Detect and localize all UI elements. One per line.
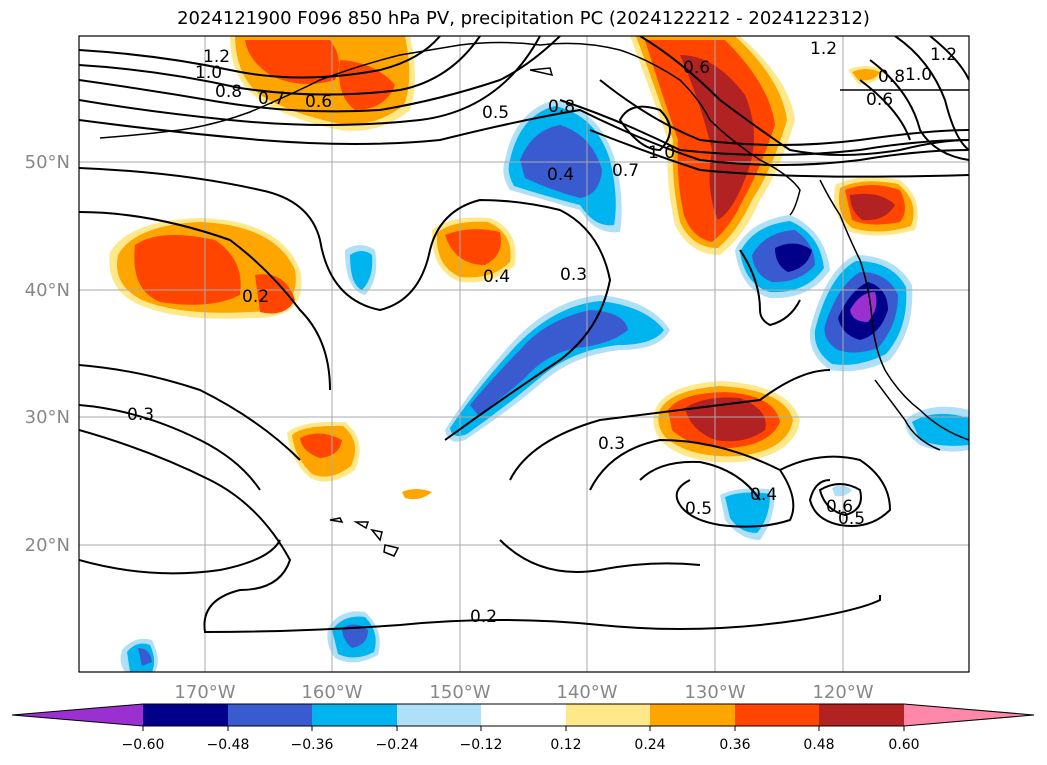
contour-label: 0.3 [127, 405, 154, 425]
map-area: 1.2 1.0 0.8 0.7 0.6 0.5 0.8 1.0 0.7 0.4 … [79, 36, 969, 672]
contour-label: 0.4 [750, 485, 777, 505]
colorbar-tick-label: 0.48 [803, 737, 834, 753]
contour-label: 0.6 [683, 58, 710, 78]
contour-label: 0.8 [878, 67, 905, 87]
colorbar-segment [566, 704, 650, 726]
graticule [79, 36, 969, 672]
colorbar-tick-label: 0.60 [888, 737, 919, 753]
contour-label: 0.5 [482, 103, 509, 123]
colorbar-segment [481, 704, 566, 726]
colorbar-segment [397, 704, 481, 726]
lon-label: 140°W [556, 682, 617, 703]
contour-label: 1.0 [905, 65, 932, 85]
latitude-labels: 50°N 40°N 30°N 20°N [25, 152, 70, 556]
colorbar-tick-label: −0.36 [291, 737, 334, 753]
colorbar-tick-label: −0.48 [207, 737, 250, 753]
colorbar-tick-label: 0.12 [550, 737, 581, 753]
lat-label: 40°N [25, 280, 70, 301]
contour-label: 0.2 [470, 607, 497, 627]
colorbar-tick-label: −0.24 [376, 737, 419, 753]
colorbar-tick-label: 0.24 [634, 737, 665, 753]
colorbar-segment [12, 704, 143, 726]
lon-label: 160°W [301, 682, 362, 703]
lat-label: 30°N [25, 407, 70, 428]
contour-label: 1.2 [203, 47, 230, 67]
contour-label: 0.7 [258, 89, 285, 109]
contour-label: 0.4 [547, 165, 574, 185]
coastlines [99, 41, 969, 557]
lon-label: 130°W [684, 682, 745, 703]
colorbar-segment [819, 704, 904, 726]
colorbar-segment [650, 704, 735, 726]
colorbar-segment [904, 704, 1034, 726]
map-title: 2024121900 F096 850 hPa PV, precipitatio… [177, 8, 870, 29]
contour-label: 0.8 [215, 82, 242, 102]
contour-label: 0.6 [866, 90, 893, 110]
lat-label: 50°N [25, 152, 70, 173]
colorbar-tick-label: 0.36 [719, 737, 750, 753]
contour-label: 0.6 [826, 497, 853, 517]
colorbar-tick-label: −0.60 [122, 737, 165, 753]
pv-contours [79, 36, 969, 634]
colorbar-segment [735, 704, 819, 726]
contour-label: 0.5 [838, 509, 865, 529]
contour-label: 0.4 [483, 267, 510, 287]
map-frame [78, 35, 970, 673]
lon-label: 170°W [174, 682, 235, 703]
colorbar: −0.60 −0.48 −0.36 −0.24 −0.12 0.12 0.24 … [11, 703, 1035, 753]
lon-label: 150°W [429, 682, 490, 703]
lon-label: 120°W [812, 682, 873, 703]
contour-label: 0.8 [548, 97, 575, 117]
contour-label: 1.0 [648, 143, 675, 163]
contour-label: 0.5 [685, 499, 712, 519]
contour-label: 1.2 [930, 45, 957, 65]
lat-label: 20°N [25, 535, 70, 556]
contour-label: 0.7 [612, 161, 639, 181]
colorbar-tick-label: −0.12 [460, 737, 503, 753]
contour-label: 0.3 [560, 265, 587, 285]
colorbar-segment [228, 704, 312, 726]
colorbar-segment [143, 704, 228, 726]
contour-label: 1.2 [810, 39, 837, 59]
contour-label: 1.0 [195, 63, 222, 83]
longitude-labels: 170°W 160°W 150°W 140°W 130°W 120°W [174, 682, 873, 703]
contour-label: 0.3 [598, 434, 625, 454]
contour-labels: 1.2 1.0 0.8 0.7 0.6 0.5 0.8 1.0 0.7 0.4 … [127, 39, 957, 627]
contour-label: 0.6 [305, 92, 332, 112]
contour-label: 0.2 [242, 287, 269, 307]
colorbar-segment [312, 704, 397, 726]
